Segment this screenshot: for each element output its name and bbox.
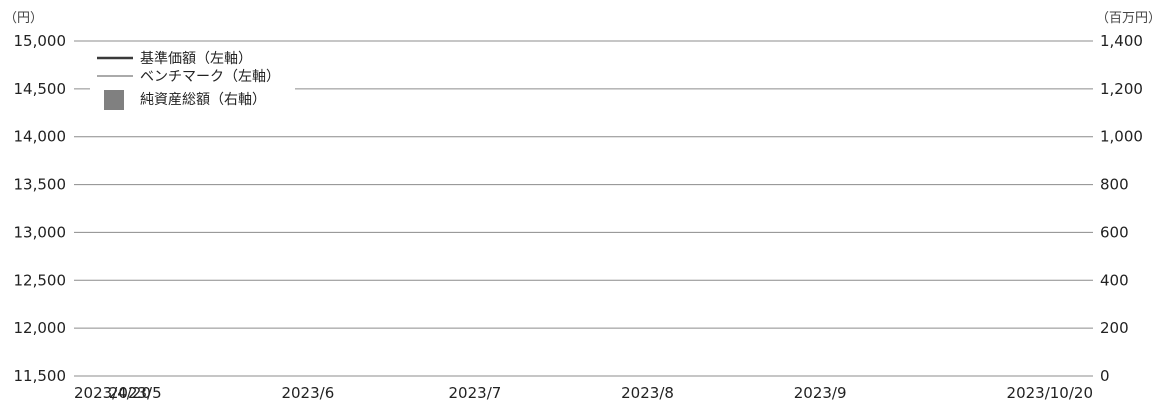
left-tick-label: 14,000 (14, 128, 67, 146)
left-tick-label: 11,500 (14, 367, 67, 385)
x-tick-label: 2023/8 (621, 384, 674, 402)
x-tick-label: 2023/4/20 (74, 384, 151, 402)
left-axis-ticks: 15,000 14,500 14,000 13,500 13,000 12,500 12,0… (14, 32, 67, 385)
right-axis-unit: （百万円） (1096, 11, 1161, 26)
x-tick-label: 2023/9 (794, 384, 847, 402)
right-tick-label: 1,400 (1100, 32, 1143, 50)
right-axis-ticks: 1,400 1,200 1,000 800 600 400 200 0 (1100, 32, 1143, 385)
legend: 基準価額（左軸） ベンチマーク（左軸） 純資産総額（右軸） (90, 44, 295, 120)
legend-label-benchmark: ベンチマーク（左軸） (140, 69, 280, 85)
right-tick-label: 0 (1100, 367, 1110, 385)
right-tick-label: 1,000 (1100, 128, 1143, 146)
left-tick-label: 15,000 (14, 32, 67, 50)
legend-background (90, 44, 295, 120)
left-tick-label: 14,500 (14, 80, 67, 98)
right-tick-label: 800 (1100, 176, 1129, 194)
right-tick-label: 600 (1100, 223, 1129, 241)
x-tick-label: 2023/7 (449, 384, 502, 402)
left-tick-label: 12,000 (14, 319, 67, 337)
left-axis-unit: （円） (4, 11, 43, 26)
left-tick-label: 13,000 (14, 223, 67, 241)
left-tick-label: 13,500 (14, 176, 67, 194)
legend-swatch-assets (104, 90, 124, 110)
left-tick-label: 12,500 (14, 271, 67, 289)
x-tick-label: 2023/5 (109, 384, 162, 402)
x-tick-label: 2023/10/20 (1007, 384, 1093, 402)
legend-label-nav: 基準価額（左軸） (140, 50, 252, 67)
right-tick-label: 400 (1100, 271, 1129, 289)
legend-label-assets: 純資産総額（右軸） (140, 92, 266, 108)
right-tick-label: 200 (1100, 319, 1129, 337)
right-tick-label: 1,200 (1100, 80, 1143, 98)
x-tick-label: 2023/6 (281, 384, 334, 402)
